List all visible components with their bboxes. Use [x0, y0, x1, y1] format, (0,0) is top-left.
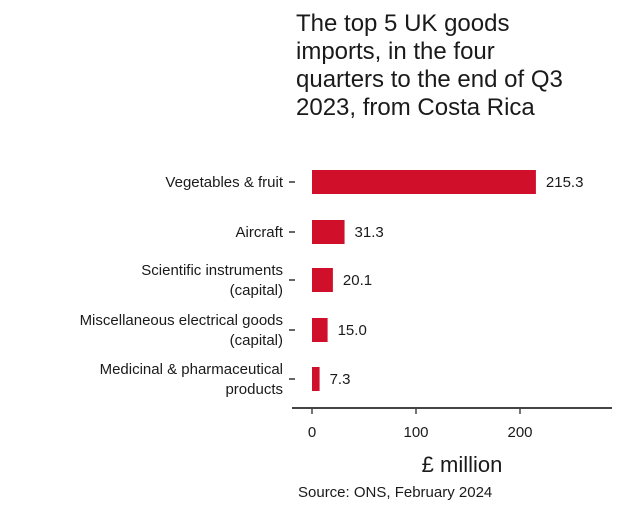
- value-label: 7.3: [330, 371, 351, 388]
- bar: [312, 367, 320, 391]
- chart-title-line: imports, in the four: [296, 38, 495, 65]
- x-tick-label: 0: [308, 424, 316, 441]
- chart-title-line: quarters to the end of Q3: [296, 66, 563, 93]
- value-label: 215.3: [546, 174, 584, 191]
- chart-title: The top 5 UK goods imports, in the four …: [296, 10, 616, 122]
- value-label: 31.3: [355, 224, 384, 241]
- value-label: 20.1: [343, 272, 372, 289]
- chart-title-line: 2023, from Costa Rica: [296, 94, 535, 121]
- value-label: 15.0: [338, 322, 367, 339]
- category-label: (capital): [230, 332, 283, 349]
- category-label: products: [225, 381, 283, 398]
- category-label: (capital): [230, 282, 283, 299]
- bar: [312, 170, 536, 194]
- chart-title-line: The top 5 UK goods: [296, 10, 510, 37]
- x-axis-title: £ million: [422, 452, 503, 477]
- category-label: Scientific instruments: [141, 262, 283, 279]
- bar: [312, 318, 328, 342]
- category-label: Vegetables & fruit: [165, 174, 283, 191]
- category-label: Aircraft: [235, 224, 283, 241]
- bar: [312, 220, 345, 244]
- x-tick-label: 200: [507, 424, 532, 441]
- bar: [312, 268, 333, 292]
- category-label: Medicinal & pharmaceutical: [100, 361, 283, 378]
- category-label: Miscellaneous electrical goods: [80, 312, 283, 329]
- source-note: Source: ONS, February 2024: [298, 484, 493, 501]
- x-tick-label: 100: [403, 424, 428, 441]
